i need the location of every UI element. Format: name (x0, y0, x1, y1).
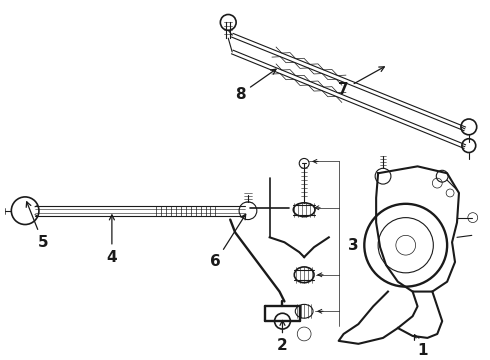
Text: 1: 1 (415, 335, 428, 358)
Text: 6: 6 (210, 214, 245, 270)
Text: 3: 3 (348, 238, 359, 253)
Text: 5: 5 (26, 202, 48, 250)
Text: 8: 8 (235, 69, 276, 102)
Text: 7: 7 (338, 67, 384, 97)
Text: 2: 2 (277, 320, 288, 353)
Text: 4: 4 (107, 215, 117, 265)
